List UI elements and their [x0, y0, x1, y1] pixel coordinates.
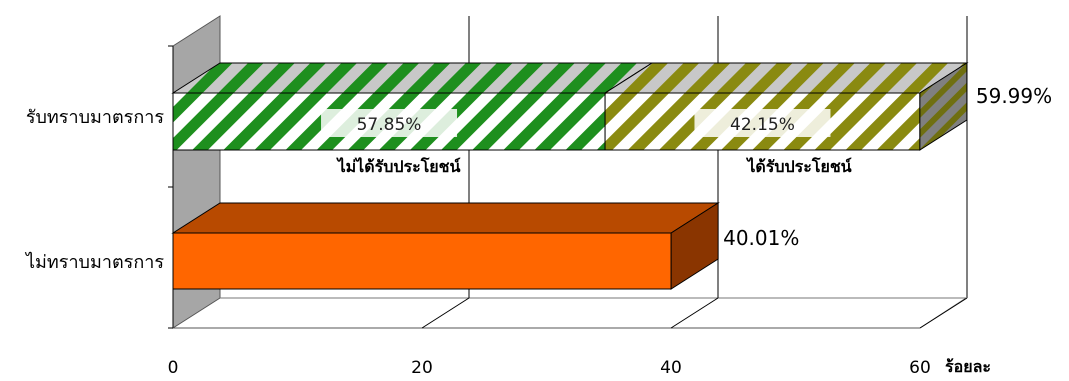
segment-name-label-1: ไม่ได้รับประโยชน์	[336, 156, 461, 176]
bar-unaware-side	[670, 202, 719, 290]
segment-label-bg-1	[321, 109, 458, 137]
labels: 57.85% ไม่ได้รับประโยชน์ 42.15% ได้รับประโย…	[24, 84, 1052, 378]
bar-unaware-top	[171, 202, 720, 234]
category-label-aware: รับทราบมาตรการ	[26, 107, 164, 128]
floor-gridline-40	[670, 297, 719, 329]
value-label-unaware: 40.01%	[723, 226, 799, 250]
segment-label-bg-2	[694, 109, 831, 137]
x-tick-label-40: 40	[660, 358, 682, 378]
bar-aware-side	[919, 62, 968, 151]
x-tick-label-0: 0	[168, 358, 179, 378]
category-label-unaware: ไม่ทราบมาตรการ	[24, 251, 164, 273]
bar-segment-top-1	[171, 62, 654, 94]
bar-segment-top-2	[603, 62, 969, 94]
value-label-aware: 59.99%	[976, 84, 1052, 108]
bars	[171, 62, 969, 290]
bar-unaware	[172, 232, 672, 290]
x-axis-unit-label: ร้อยละ	[945, 357, 991, 376]
segment-value-label-1: 57.85%	[357, 115, 422, 135]
floor-gridline-60	[919, 297, 968, 329]
segment-name-label-2: ได้รับประโยชน์	[745, 156, 851, 176]
segment-value-label-2: 42.15%	[730, 115, 795, 135]
x-tick-label-20: 20	[411, 358, 433, 378]
floor-gridline-20	[421, 297, 470, 329]
x-tick-label-60: 60	[909, 358, 931, 378]
